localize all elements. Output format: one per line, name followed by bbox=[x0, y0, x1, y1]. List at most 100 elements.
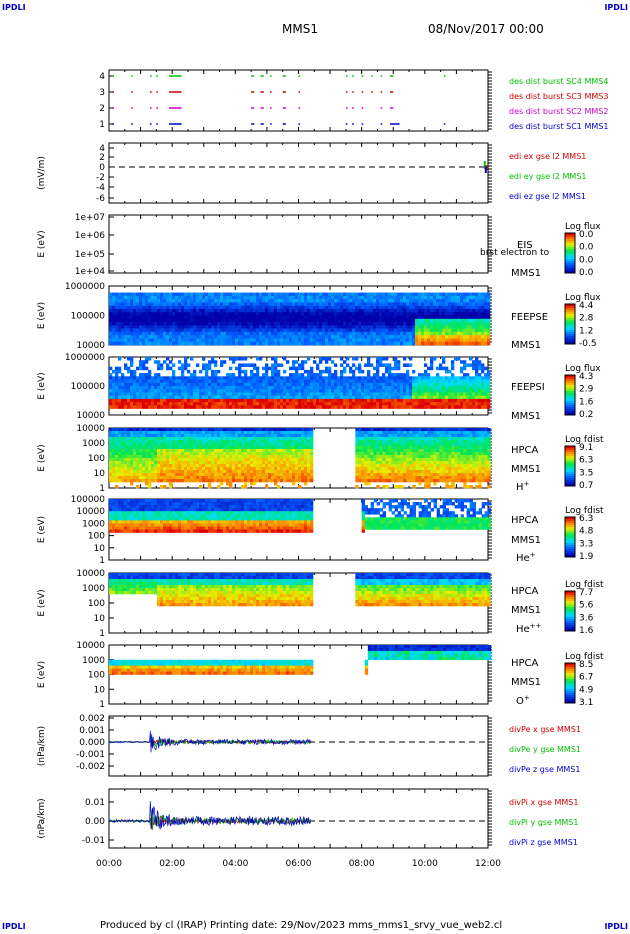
heatmap-cell bbox=[208, 458, 212, 462]
heatmap-cell bbox=[325, 335, 329, 339]
heatmap-cell bbox=[313, 322, 317, 326]
heatmap-cell bbox=[169, 402, 173, 406]
heatmap-cell bbox=[367, 360, 371, 364]
heatmap-cell bbox=[307, 373, 311, 377]
heatmap-cell bbox=[226, 379, 230, 384]
heatmap-cell bbox=[112, 292, 116, 297]
heatmap-cell bbox=[364, 299, 368, 303]
colorbar-swatch bbox=[565, 377, 575, 380]
heatmap-cell bbox=[142, 373, 146, 377]
heatmap-cell bbox=[460, 392, 464, 396]
heatmap-cell bbox=[115, 464, 119, 468]
heatmap-cell bbox=[166, 292, 170, 297]
heatmap-cell bbox=[145, 440, 149, 444]
heatmap-cell bbox=[451, 389, 455, 393]
heatmap-cell bbox=[133, 322, 137, 326]
heatmap-cell bbox=[190, 437, 194, 441]
heatmap-cell bbox=[193, 467, 197, 471]
heatmap-cell bbox=[169, 428, 173, 432]
heatmap-cell bbox=[325, 392, 329, 396]
heatmap-cell bbox=[310, 369, 314, 374]
heatmap-cell bbox=[253, 382, 257, 387]
heatmap-cell bbox=[445, 318, 449, 323]
heatmap-cell bbox=[169, 382, 173, 387]
heatmap-cell bbox=[259, 405, 263, 409]
heatmap-cell bbox=[166, 398, 170, 403]
heatmap-cell bbox=[208, 467, 212, 471]
heatmap-cell bbox=[313, 302, 317, 306]
heatmap-cell bbox=[376, 338, 380, 343]
heatmap-cell bbox=[142, 395, 146, 400]
heatmap-cell bbox=[412, 295, 416, 300]
heatmap-cell bbox=[298, 328, 302, 333]
heatmap-cell bbox=[109, 405, 113, 409]
heatmap-cell bbox=[220, 455, 224, 459]
heatmap-cell bbox=[406, 392, 410, 396]
heatmap-cell bbox=[385, 402, 389, 406]
heatmap-cell bbox=[268, 402, 272, 406]
heatmap-cell bbox=[436, 318, 440, 323]
heatmap-cell bbox=[277, 328, 281, 333]
heatmap-cell bbox=[259, 398, 263, 403]
heatmap-cell bbox=[472, 402, 476, 406]
heatmap-cell bbox=[427, 318, 431, 323]
heatmap-cell bbox=[475, 366, 479, 371]
heatmap-cell bbox=[196, 335, 200, 339]
heatmap-cell bbox=[373, 402, 377, 406]
heatmap-cell bbox=[205, 473, 209, 477]
heatmap-cell bbox=[385, 366, 389, 371]
heatmap-cell bbox=[475, 369, 479, 374]
heatmap-cell bbox=[115, 395, 119, 400]
heatmap-cell bbox=[208, 455, 212, 459]
heatmap-cell bbox=[157, 386, 161, 390]
heatmap-cell bbox=[244, 325, 248, 329]
heatmap-cell bbox=[214, 363, 218, 367]
heatmap-cell bbox=[115, 369, 119, 374]
heatmap-cell bbox=[466, 376, 470, 380]
y-tick-label: 100000 bbox=[71, 382, 106, 392]
heatmap-cell bbox=[202, 476, 206, 480]
heatmap-cell bbox=[223, 389, 227, 393]
heatmap-cell bbox=[154, 382, 158, 387]
heatmap-cell bbox=[274, 386, 278, 390]
heatmap-cell bbox=[484, 308, 488, 313]
heatmap-cell bbox=[292, 398, 296, 403]
heatmap-cell bbox=[214, 379, 218, 384]
heatmap-cell bbox=[223, 325, 227, 329]
heatmap-cell bbox=[151, 452, 155, 456]
heatmap-cell bbox=[190, 473, 194, 477]
heatmap-cell bbox=[235, 295, 239, 300]
heatmap-cell bbox=[175, 443, 179, 447]
heatmap-cell bbox=[445, 366, 449, 371]
heatmap-cell bbox=[118, 379, 122, 384]
heatmap-cell bbox=[439, 325, 443, 329]
heatmap-cell bbox=[241, 315, 245, 320]
heatmap-cell bbox=[349, 318, 353, 323]
heatmap-cell bbox=[358, 315, 362, 320]
heatmap-cell bbox=[358, 328, 362, 333]
heatmap-cell bbox=[193, 335, 197, 339]
heatmap-cell bbox=[451, 360, 455, 364]
heatmap-cell bbox=[238, 392, 242, 396]
heatmap-cell bbox=[187, 376, 191, 380]
heatmap-cell bbox=[220, 428, 224, 432]
heatmap-cell bbox=[376, 312, 380, 316]
heatmap-cell bbox=[283, 395, 287, 400]
heatmap-cell bbox=[160, 292, 164, 297]
heatmap-cell bbox=[421, 312, 425, 316]
heatmap-cell bbox=[469, 395, 473, 400]
heatmap-cell bbox=[487, 405, 491, 409]
heatmap-cell bbox=[340, 325, 344, 329]
heatmap-cell bbox=[304, 325, 308, 329]
heatmap-cell bbox=[154, 392, 158, 396]
heatmap-cell bbox=[124, 335, 128, 339]
heatmap-cell bbox=[184, 479, 188, 483]
heatmap-cell bbox=[118, 328, 122, 333]
heatmap-cell bbox=[346, 315, 350, 320]
heatmap-cell bbox=[472, 292, 476, 297]
heatmap-cell bbox=[316, 379, 320, 384]
heatmap-cell bbox=[250, 369, 254, 374]
heatmap-cell bbox=[217, 331, 221, 336]
heatmap-cell bbox=[244, 295, 248, 300]
heatmap-cell bbox=[220, 360, 224, 364]
